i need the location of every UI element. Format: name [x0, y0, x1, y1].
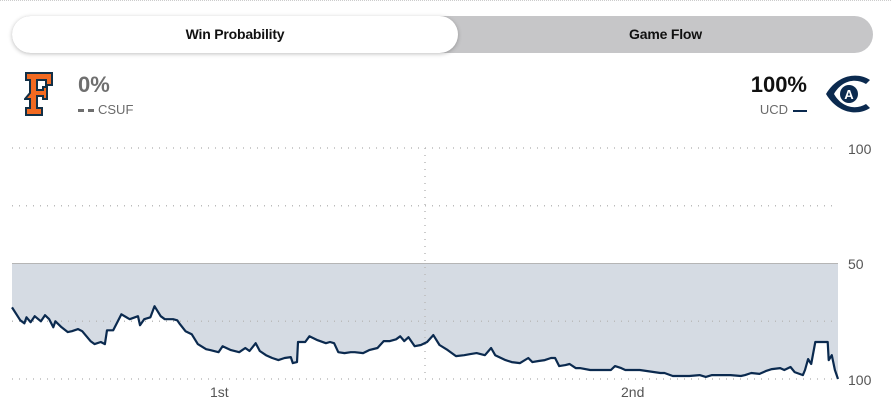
- y-tick-mid: 50: [848, 256, 864, 272]
- x-tick-2nd: 2nd: [621, 384, 645, 400]
- ucd-logo-icon: A: [826, 75, 870, 113]
- home-team-abbr: UCD: [759, 102, 788, 117]
- ucd-logo: A: [824, 74, 874, 114]
- tab-win-probability[interactable]: Win Probability: [12, 16, 458, 53]
- solid-line-icon: [793, 109, 807, 112]
- away-legend: CSUF: [78, 102, 133, 117]
- y-tick-bottom: 100: [848, 372, 872, 388]
- x-tick-1st: 1st: [210, 384, 229, 400]
- home-win-pct: 100%: [750, 72, 807, 97]
- win-probability-line: [11, 305, 840, 380]
- top-divider: [0, 0, 891, 1]
- svg-text:A: A: [844, 87, 854, 102]
- y-tick-top: 100: [848, 141, 872, 157]
- csuf-logo: [24, 71, 54, 117]
- view-toggle: Win Probability Game Flow: [12, 16, 873, 53]
- dashed-line-icon: [78, 109, 94, 113]
- away-win-pct: 0%: [78, 72, 110, 97]
- tab-game-flow[interactable]: Game Flow: [629, 26, 702, 42]
- csuf-logo-icon: [24, 72, 53, 116]
- home-legend: UCD: [760, 102, 807, 117]
- away-team-abbr: CSUF: [98, 102, 134, 117]
